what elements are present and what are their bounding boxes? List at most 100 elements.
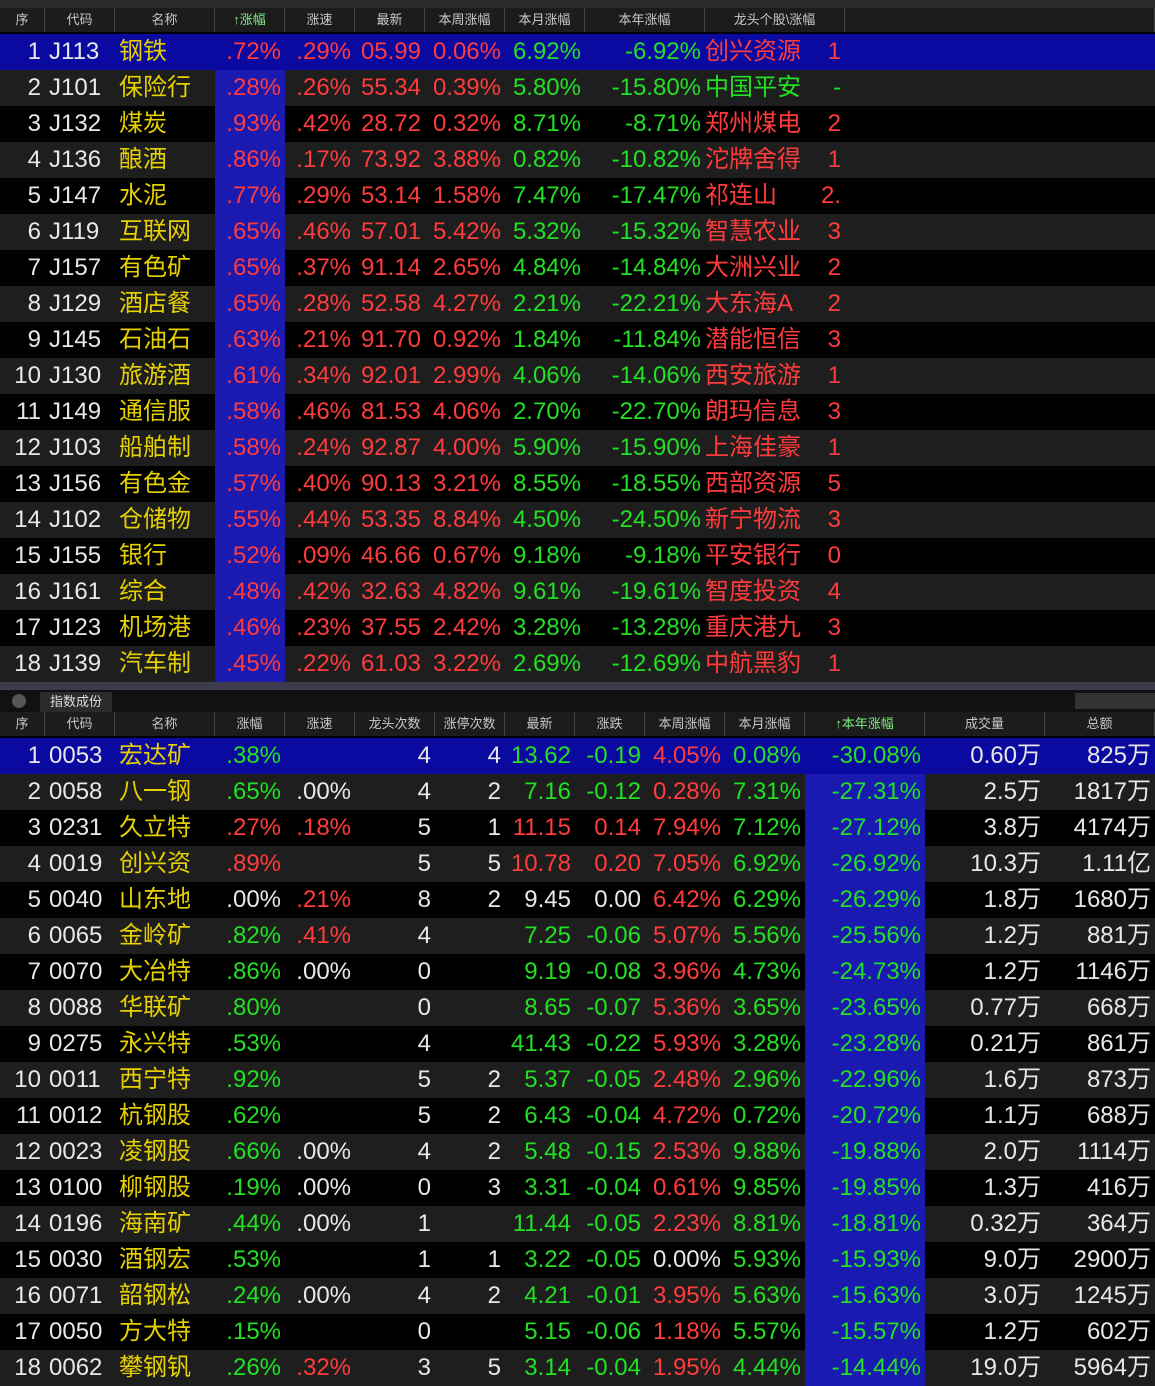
name: 海南矿 xyxy=(119,1210,191,1237)
name: 西宁特 xyxy=(119,1066,191,1093)
leader-name: 西安旅游 xyxy=(705,362,801,389)
name: 华联矿 xyxy=(119,994,191,1021)
code: 0275 xyxy=(49,1030,103,1057)
sort-column-bg xyxy=(805,1098,925,1134)
change-pct: .48% xyxy=(226,578,281,605)
speed xyxy=(285,1314,355,1350)
name: 宏达矿 xyxy=(119,742,191,769)
week-change: 1.58% xyxy=(432,182,501,209)
code: J103 xyxy=(49,434,102,461)
leader-count: 0 xyxy=(417,1318,431,1345)
latest: 3.14 xyxy=(524,1354,571,1381)
row-index: 4 xyxy=(27,850,41,877)
sort-column-bg xyxy=(215,106,285,142)
sort-column-bg xyxy=(215,178,285,214)
table-row: 15 J155 银行 .52% .09% 46.66 0.67% 9.18% -9.18% 平安银… xyxy=(0,538,1155,574)
week-change: 0.39% xyxy=(432,74,501,101)
year-change: -11.84% xyxy=(613,326,701,353)
month-change: 0.82% xyxy=(512,146,581,173)
table-row: 2 J101 保险行 .28% .26% 55.34 0.39% 5.80% -15.80% 中国… xyxy=(0,70,1155,106)
table-row: 13 J156 有色金 .57% .40% 90.13 3.21% 8.55% -18.55% 西… xyxy=(0,466,1155,502)
speed: .32% xyxy=(296,1354,351,1381)
code: J139 xyxy=(49,650,102,677)
sort-column-bg xyxy=(805,1170,925,1206)
name: 银行 xyxy=(119,542,167,569)
month-change: 2.96% xyxy=(732,1066,801,1093)
volume: 10.3万 xyxy=(970,850,1041,877)
week-change: 1.18% xyxy=(652,1318,721,1345)
name: 仓储物 xyxy=(119,506,191,533)
amount: 825万 xyxy=(1086,742,1151,769)
volume: 0.32万 xyxy=(970,1210,1041,1237)
week-change: 3.88% xyxy=(432,146,501,173)
month-change: 4.44% xyxy=(732,1354,801,1381)
column-header: 涨跌 xyxy=(575,712,645,736)
year-change: -15.57% xyxy=(831,1318,921,1345)
change: 0.14 xyxy=(594,814,641,841)
leader-name: 西部资源 xyxy=(705,470,801,497)
leader-change: 3 xyxy=(827,506,841,533)
latest: 91.14 xyxy=(360,254,421,281)
table-row: 6 0065 金岭矿 .82% .41% 4 7.25 -0.06 5.07% 5.56% -25.… xyxy=(0,918,1155,954)
bottom-tab[interactable]: 指数成份 ✕ xyxy=(40,692,112,730)
month-change: 3.28% xyxy=(732,1030,801,1057)
volume: 19.0万 xyxy=(970,1354,1041,1381)
week-change: 3.95% xyxy=(652,1282,721,1309)
change-pct: .26% xyxy=(226,1354,281,1381)
name: 酿酒 xyxy=(119,146,167,173)
latest: 5.48 xyxy=(524,1138,571,1165)
year-change: -27.12% xyxy=(831,814,921,841)
leader-change: - xyxy=(833,74,841,101)
latest: 7.25 xyxy=(524,922,571,949)
row-index: 2 xyxy=(27,778,41,805)
table-row: 9 0275 永兴特 .53% 4 41.43 -0.22 5.93% 3.28% -23.28%… xyxy=(0,1026,1155,1062)
latest: 52.58 xyxy=(360,290,421,317)
speed xyxy=(285,1098,355,1134)
table-row: 3 J132 煤炭 .93% .42% 28.72 0.32% 8.71% -8.71% 郑州煤电… xyxy=(0,106,1155,142)
row-index: 2 xyxy=(27,74,41,101)
latest: 90.13 xyxy=(360,470,421,497)
leader-change: 1 xyxy=(827,146,841,173)
row-index: 13 xyxy=(14,1174,41,1201)
code: J113 xyxy=(49,38,100,65)
change-pct: .89% xyxy=(226,850,281,877)
code: 0196 xyxy=(49,1210,103,1237)
leader-name: 创兴资源 xyxy=(705,38,801,65)
amount: 364万 xyxy=(1086,1210,1151,1237)
row-index: 8 xyxy=(27,290,41,317)
speed xyxy=(285,990,355,1026)
change-pct: .93% xyxy=(226,110,281,137)
latest: 05.99 xyxy=(360,38,421,65)
sort-column-bg xyxy=(805,1062,925,1098)
month-change: 2.70% xyxy=(512,398,581,425)
month-change: 3.28% xyxy=(512,614,581,641)
speed: .37% xyxy=(296,254,351,281)
name: 杭钢股 xyxy=(119,1102,191,1129)
row-index: 9 xyxy=(27,1030,41,1057)
month-change: 6.92% xyxy=(512,38,581,65)
change: -0.05 xyxy=(586,1210,641,1237)
limit-up-count: 2 xyxy=(487,1066,501,1093)
speed: .44% xyxy=(296,506,351,533)
name: 钢铁 xyxy=(119,38,167,65)
tab-nav-button[interactable] xyxy=(12,694,26,708)
table-row: 14 J102 仓储物 .55% .44% 53.35 8.84% 4.50% -24.50% 新… xyxy=(0,502,1155,538)
speed: .21% xyxy=(296,326,351,353)
sort-column-bg xyxy=(805,1242,925,1278)
limit-up-count xyxy=(435,1314,505,1350)
sort-column-bg xyxy=(805,954,925,990)
latest: 3.31 xyxy=(524,1174,571,1201)
sort-column-bg xyxy=(805,1206,925,1242)
volume: 0.60万 xyxy=(970,742,1041,769)
column-header: 序 xyxy=(0,8,45,32)
change-pct: .46% xyxy=(226,614,281,641)
change-pct: .19% xyxy=(226,1174,281,1201)
year-change: -9.18% xyxy=(624,542,701,569)
scroll-control[interactable] xyxy=(1075,693,1155,709)
latest: 57.01 xyxy=(360,218,421,245)
limit-up-count: 5 xyxy=(487,1354,501,1381)
leader-name: 中航黑豹 xyxy=(705,650,801,677)
year-change: -15.32% xyxy=(611,218,701,245)
amount: 873万 xyxy=(1086,1066,1151,1093)
volume: 1.6万 xyxy=(983,1066,1041,1093)
